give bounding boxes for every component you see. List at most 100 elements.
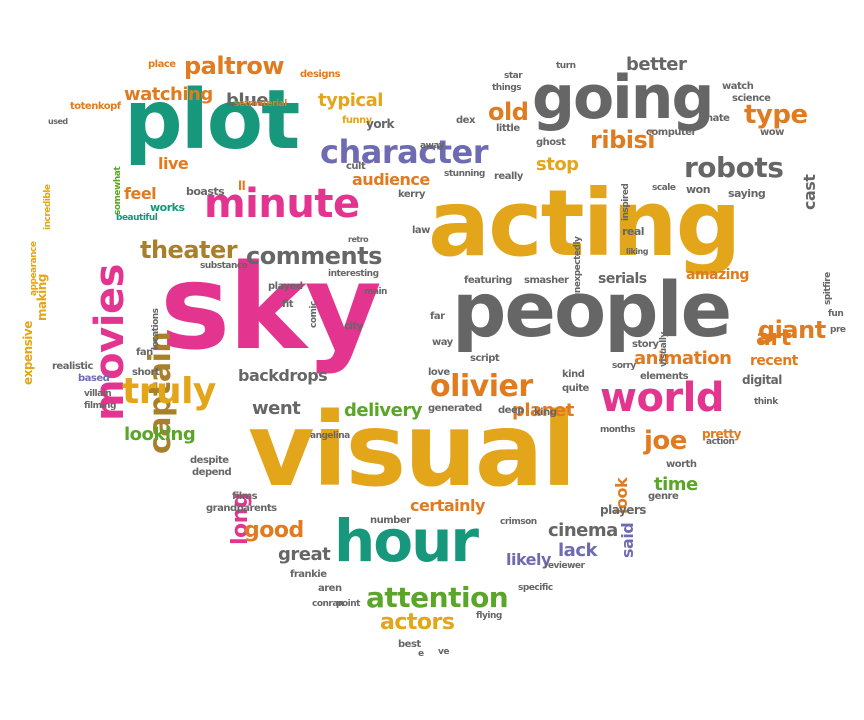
word-flying: flying (476, 611, 502, 621)
word-visually: visually (659, 331, 669, 367)
word-think: think (754, 397, 778, 407)
word-recent: recent (750, 353, 798, 369)
word-truly: truly (122, 371, 216, 412)
word-world: world (600, 375, 725, 421)
word-hour: hour (334, 507, 479, 575)
word-watch: watch (722, 81, 754, 92)
word-giant: giant (758, 316, 826, 344)
word-ll: ll (238, 179, 246, 193)
word-somewhat: somewhat (113, 166, 123, 215)
word-action: action (706, 437, 735, 447)
word-depend: depend (192, 467, 232, 478)
word-short: short (132, 367, 160, 378)
word-funny: funny (342, 115, 372, 126)
word-going: going (532, 63, 714, 133)
word-great: great (278, 544, 331, 565)
word-designs: designs (300, 69, 341, 80)
word-actors: actors (380, 610, 455, 635)
word-said: said (618, 522, 637, 558)
word-cinema: cinema (548, 520, 618, 541)
word-stunning: stunning (444, 169, 485, 179)
word-players: players (600, 503, 646, 517)
word-sorry: sorry (612, 361, 636, 371)
word-cult: cult (346, 161, 366, 172)
word-despite: despite (190, 455, 229, 466)
word-visual: visual (248, 391, 577, 510)
word-good: good (244, 518, 304, 543)
word-films: films (232, 491, 258, 502)
word-spitfire: spitfire (823, 271, 833, 305)
word-filming: filming (84, 401, 116, 411)
word-place: place (148, 59, 176, 70)
word-likely: likely (506, 550, 551, 569)
word-love: love (428, 367, 450, 378)
word-away: away (420, 141, 445, 151)
word-king: king (534, 407, 557, 418)
word-serials: serials (598, 271, 647, 287)
word-main: main (364, 287, 387, 297)
word-way: way (432, 337, 453, 348)
word-feel: feel (124, 184, 157, 203)
word-comments: comments (246, 242, 382, 270)
word-e: e (418, 649, 424, 659)
word-grandparents: grandparents (206, 503, 277, 514)
word-best: best (398, 639, 421, 650)
word-star: star (504, 71, 523, 81)
word-really: really (494, 171, 523, 182)
word-genre: genre (648, 491, 679, 502)
word-delivery: delivery (344, 400, 422, 421)
word-people: people (452, 265, 732, 354)
word-better: better (626, 54, 687, 75)
word-attention: attention (366, 581, 509, 614)
word-character: character (320, 133, 488, 171)
word-quite: quite (562, 383, 589, 394)
word-city: city (344, 321, 363, 332)
word-interesting: interesting (328, 269, 379, 279)
word-time: time (654, 474, 698, 495)
word-substance: substance (200, 261, 248, 271)
word-certainly: certainly (410, 496, 485, 515)
word-specific: specific (518, 583, 553, 593)
word-inspired: inspired (621, 183, 631, 221)
word-angelina: angelina (310, 431, 350, 441)
word-paltrow: paltrow (184, 52, 285, 80)
word-story: story (632, 339, 659, 350)
word-played: played (268, 281, 303, 292)
word-unexpectedly: unexpectedly (573, 236, 583, 299)
word-used: used (48, 117, 68, 126)
word-science: science (732, 93, 771, 104)
word-backdrops: backdrops (238, 366, 328, 385)
word-point: point (336, 599, 360, 609)
word-months: months (600, 425, 636, 435)
word-making: making (35, 273, 49, 321)
word-typical: typical (318, 90, 383, 111)
word-deep: deep (498, 405, 524, 416)
word-joe: joe (644, 426, 687, 456)
word-acting: acting (428, 170, 741, 277)
word-generated: generated (428, 403, 482, 414)
word-went: went (252, 398, 301, 419)
word-smasher: smasher (524, 275, 569, 286)
word-featuring: featuring (464, 275, 512, 286)
word-plot: plot (124, 73, 300, 168)
word-works: works (150, 201, 185, 214)
word-computer: computer (646, 127, 697, 138)
word-conran: conran (312, 599, 344, 609)
word-sky: sky (160, 238, 382, 376)
word-law: law (412, 225, 430, 236)
word-setmaterial: setmaterial (234, 99, 287, 109)
word-retro: retro (348, 235, 369, 244)
word-looking: looking (124, 424, 196, 445)
word-live: live (158, 154, 189, 173)
word-york: york (366, 117, 394, 131)
word-kerry: kerry (398, 189, 426, 200)
word-based: based (78, 373, 110, 384)
word-dex: dex (456, 115, 475, 126)
word-cast: cast (800, 174, 819, 210)
word-script: script (470, 353, 500, 364)
word-villain: villain (84, 389, 112, 399)
word-art: art (756, 326, 791, 351)
word-scale: scale (652, 183, 676, 193)
word-real: real (622, 225, 645, 238)
